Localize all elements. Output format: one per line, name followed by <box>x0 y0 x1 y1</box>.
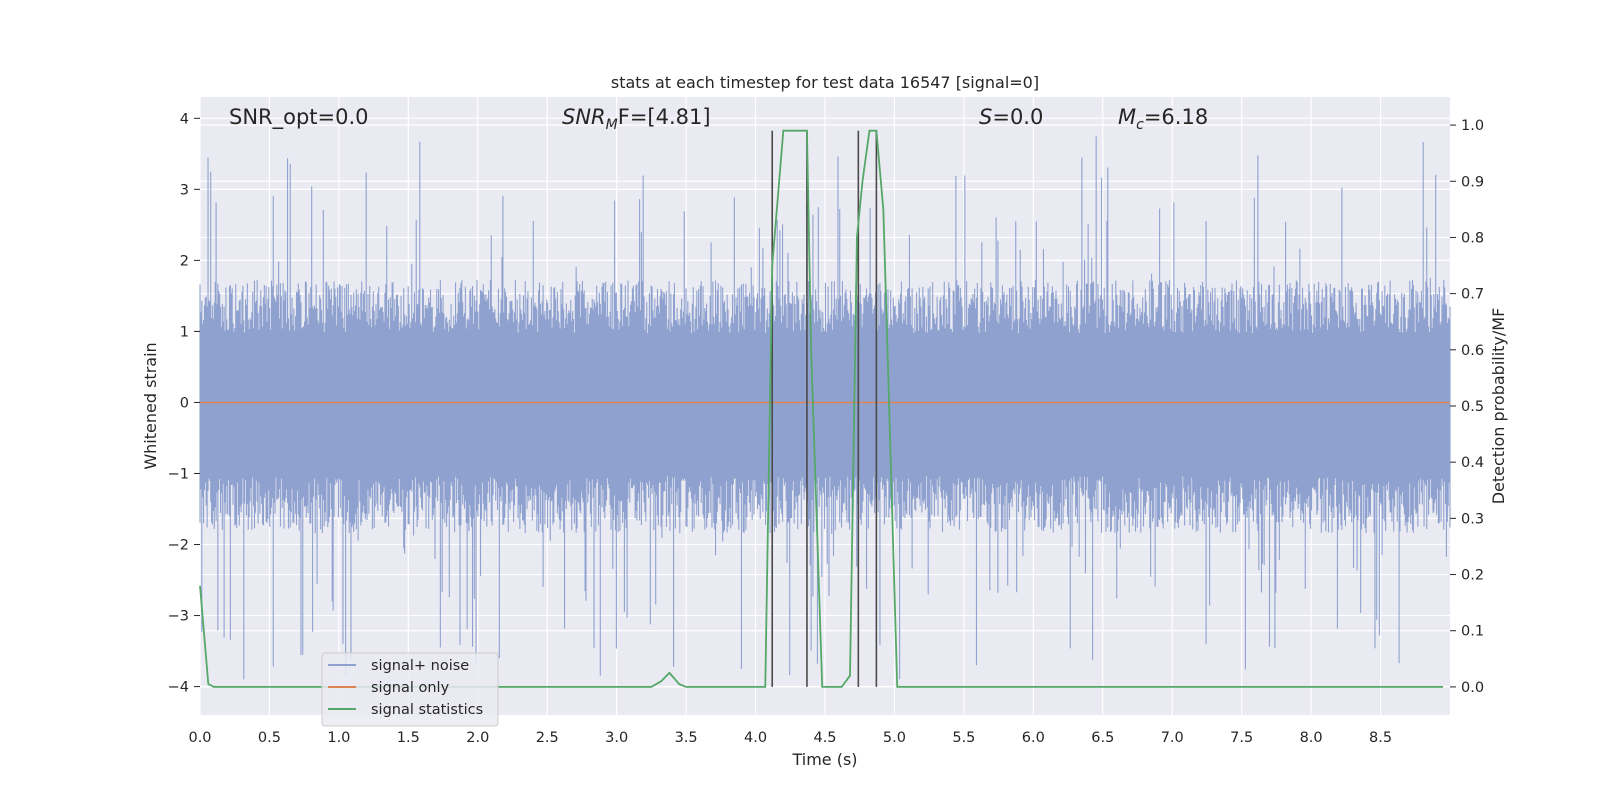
noise-trace <box>199 136 1451 680</box>
x-tick-label: 0.0 <box>188 730 211 746</box>
x-tick-label: 3.0 <box>605 730 628 746</box>
y-right-axis-ticks: 1.0 0.9 0.8 0.7 0.6 0.5 0.4 0.3 0.2 0.1 0.0 <box>1450 118 1484 696</box>
x-tick-label: 5.5 <box>952 730 975 746</box>
y-right-tick-label: 1.0 <box>1461 118 1484 134</box>
x-tick-label: 2.0 <box>466 730 489 746</box>
x-axis-ticks: 0.0 0.5 1.0 1.5 2.0 2.5 3.0 3.5 4.0 4.5 5.0 5.5 6.0 6… <box>188 730 1392 746</box>
y-right-axis-label: Detection probability/MF <box>1489 308 1508 505</box>
y-left-tick-label: 2 <box>180 253 189 269</box>
y-right-tick-label: 0.3 <box>1461 511 1484 527</box>
y-left-tick-label: 3 <box>180 182 189 198</box>
x-tick-label: 6.0 <box>1022 730 1045 746</box>
annotation-snr-mf-main: SNR <box>562 105 606 129</box>
annotation-mc-sub: c <box>1136 117 1144 133</box>
x-tick-label: 8.5 <box>1369 730 1392 746</box>
x-tick-label: 4.0 <box>744 730 767 746</box>
annotation-s-main: S <box>979 105 992 129</box>
annotation-s-rest: =0.0 <box>992 105 1043 129</box>
annotation-s: S=0.0 <box>979 105 1043 129</box>
y-right-tick-label: 0.5 <box>1461 399 1484 415</box>
x-axis-label: Time (s) <box>791 750 857 769</box>
y-right-tick-label: 0.1 <box>1461 624 1484 640</box>
series-signal-noise <box>199 136 1451 680</box>
annotation-snr-mf-sub: M <box>606 117 618 133</box>
y-right-tick-label: 0.9 <box>1461 174 1484 190</box>
annotation-mc-main: M <box>1118 105 1136 129</box>
y-right-tick-label: 0.2 <box>1461 568 1484 584</box>
x-tick-label: 7.0 <box>1161 730 1184 746</box>
legend-label-signal-only: signal only <box>371 680 450 696</box>
signal-statistics-line <box>199 129 1444 688</box>
y-left-tick-label: −3 <box>168 609 189 625</box>
x-tick-label: 0.5 <box>258 730 281 746</box>
x-tick-label: 4.5 <box>813 730 836 746</box>
y-right-tick-label: 0.4 <box>1461 455 1484 471</box>
legend-box <box>321 652 499 727</box>
annotations: SNR_opt=0.0 SNRMF=[4.81] S=0.0 Mc=6.18 <box>229 105 1208 133</box>
y-left-tick-label: −1 <box>168 466 189 482</box>
x-tick-label: 2.5 <box>536 730 559 746</box>
legend-label-signal-noise: signal+ noise <box>371 658 469 674</box>
y-right-tick-label: 0.0 <box>1461 680 1484 696</box>
series-signal-statistics <box>199 129 1444 688</box>
x-tick-label: 8.0 <box>1300 730 1323 746</box>
x-tick-label: 1.0 <box>327 730 350 746</box>
y-left-axis-label: Whitened strain <box>141 342 160 469</box>
x-tick-label: 1.5 <box>397 730 420 746</box>
y-left-tick-label: −4 <box>168 680 189 696</box>
annotation-mc: Mc=6.18 <box>1118 105 1208 133</box>
legend-label-signal-statistics: signal statistics <box>371 702 483 718</box>
y-left-tick-label: 1 <box>180 324 189 340</box>
y-left-tick-label: 0 <box>180 395 189 411</box>
y-left-tick-label: −2 <box>168 538 189 554</box>
vertical-markers <box>771 130 878 687</box>
annotation-snr-mf: SNRMF=[4.81] <box>562 105 711 133</box>
annotation-snr-mf-rest: F=[4.81] <box>618 105 711 129</box>
chart-title: stats at each timestep for test data 165… <box>611 73 1039 92</box>
annotation-mc-rest: =6.18 <box>1144 105 1208 129</box>
legend: signal+ noise signal only signal statist… <box>321 652 499 727</box>
x-tick-label: 5.0 <box>883 730 906 746</box>
y-right-tick-label: 0.6 <box>1461 343 1484 359</box>
x-tick-label: 3.5 <box>675 730 698 746</box>
x-tick-label: 7.5 <box>1230 730 1253 746</box>
x-tick-label: 6.5 <box>1091 730 1114 746</box>
annotation-snr-opt: SNR_opt=0.0 <box>229 105 369 130</box>
y-right-tick-label: 0.8 <box>1461 230 1484 246</box>
y-right-tick-label: 0.7 <box>1461 287 1484 303</box>
y-left-axis-ticks: 4 3 2 1 0 −1 −2 −3 −4 <box>168 111 200 696</box>
y-left-tick-label: 4 <box>180 111 189 127</box>
